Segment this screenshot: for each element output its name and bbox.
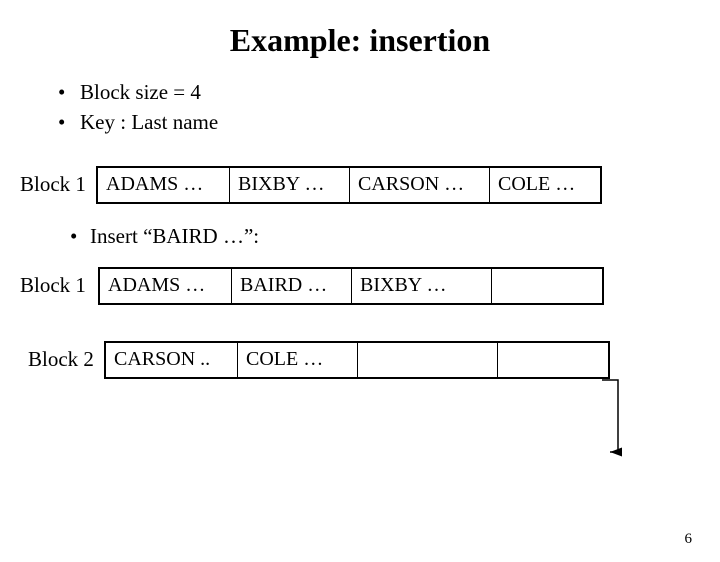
cell: ADAMS …: [98, 168, 230, 202]
cell: COLE …: [238, 343, 358, 377]
cell: ADAMS …: [100, 269, 232, 303]
insert-text: Insert “BAIRD …”:: [90, 224, 259, 249]
block-row-after1: Block 1 ADAMS … BAIRD … BIXBY …: [20, 267, 720, 305]
block1-label-after: Block 1: [20, 273, 98, 298]
bullet-item: • Block size = 4: [58, 77, 720, 107]
bullet-item: • Key : Last name: [58, 107, 720, 137]
cell: [358, 343, 498, 377]
block2-table: CARSON .. COLE …: [104, 341, 610, 379]
block2-label: Block 2: [28, 347, 104, 372]
insert-instruction: • Insert “BAIRD …”:: [70, 224, 720, 249]
cell: COLE …: [490, 168, 600, 202]
bullet-dot: •: [58, 77, 80, 107]
cell: [498, 343, 608, 377]
cell: BIXBY …: [352, 269, 492, 303]
cell: [492, 269, 602, 303]
bullet-text: Block size = 4: [80, 77, 201, 107]
cell: CARSON …: [350, 168, 490, 202]
block1-label-before: Block 1: [20, 172, 96, 197]
block1-table-before: ADAMS … BIXBY … CARSON … COLE …: [96, 166, 602, 204]
cell: BIXBY …: [230, 168, 350, 202]
bullet-dot: •: [58, 107, 80, 137]
cell: BAIRD …: [232, 269, 352, 303]
block-row-before: Block 1 ADAMS … BIXBY … CARSON … COLE …: [20, 166, 720, 204]
bullet-text: Key : Last name: [80, 107, 218, 137]
bullet-dot: •: [70, 224, 90, 249]
block-row-after2: Block 2 CARSON .. COLE …: [28, 341, 720, 379]
bullet-list: • Block size = 4 • Key : Last name: [58, 77, 720, 138]
block1-table-after: ADAMS … BAIRD … BIXBY …: [98, 267, 604, 305]
slide-title: Example: insertion: [0, 22, 720, 59]
cell: CARSON ..: [106, 343, 238, 377]
